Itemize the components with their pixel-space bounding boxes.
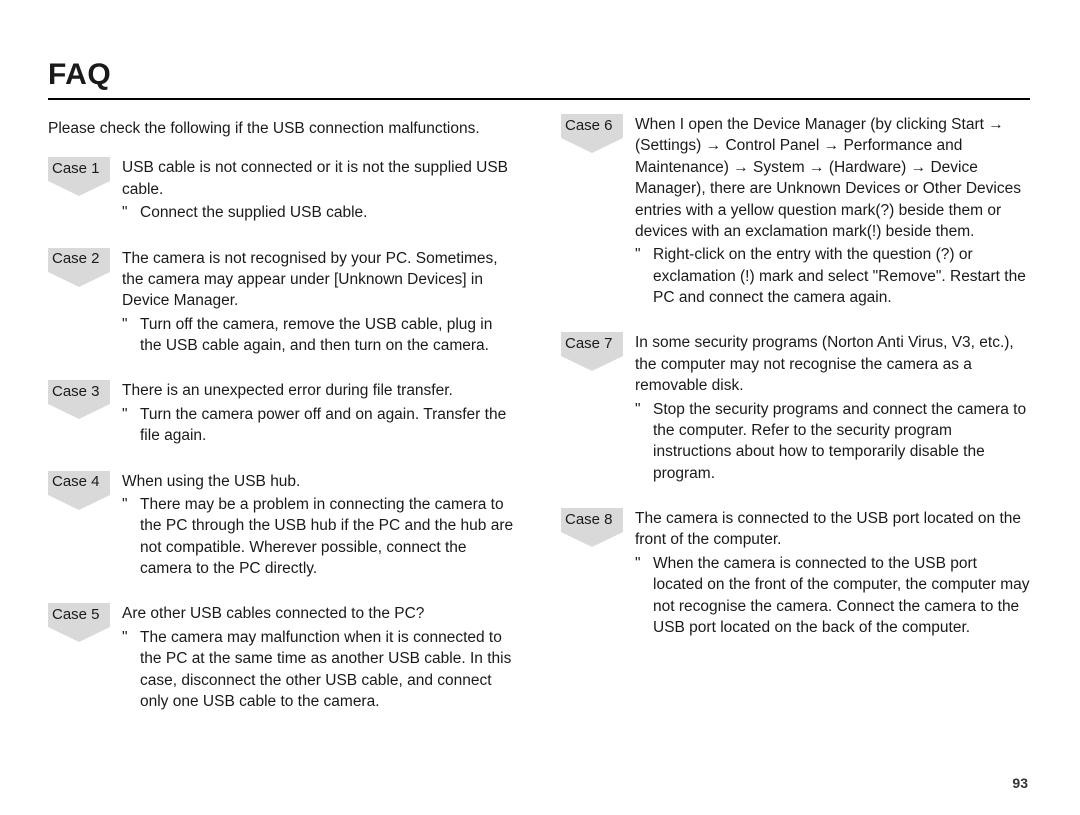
case-solution: " Connect the supplied USB cable. — [122, 202, 517, 223]
case-label: Case 5 — [48, 603, 110, 627]
case-label-wrap: Case 1 — [48, 157, 122, 223]
case-solution: " Turn off the camera, remove the USB ca… — [122, 314, 517, 357]
case-label-wrap: Case 7 — [561, 332, 635, 484]
case-block: Case 5 Are other USB cables connected to… — [48, 603, 517, 712]
case-block: Case 1 USB cable is not connected or it … — [48, 157, 517, 223]
case-block: Case 4 When using the USB hub. " There m… — [48, 471, 517, 580]
case-problem: When I open the Device Manager (by click… — [635, 114, 1030, 242]
solution-marker: " — [635, 553, 653, 639]
case-problem: The camera is connected to the USB port … — [635, 508, 1030, 551]
case-label-wrap: Case 5 — [48, 603, 122, 712]
case-block: Case 7 In some security programs (Norton… — [561, 332, 1030, 484]
solution-marker: " — [122, 314, 140, 357]
case-problem: When using the USB hub. — [122, 471, 517, 492]
case-label: Case 4 — [48, 471, 110, 495]
case-block: Case 6 When I open the Device Manager (b… — [561, 114, 1030, 308]
case-body: The camera is connected to the USB port … — [635, 508, 1030, 638]
case-label: Case 1 — [48, 157, 110, 181]
case-label: Case 8 — [561, 508, 623, 532]
case-body: Are other USB cables connected to the PC… — [122, 603, 517, 712]
case-block: Case 3 There is an unexpected error duri… — [48, 380, 517, 446]
solution-marker: " — [122, 202, 140, 223]
solution-text: There may be a problem in connecting the… — [140, 494, 517, 580]
solution-text: Right-click on the entry with the questi… — [653, 244, 1030, 308]
case-body: When I open the Device Manager (by click… — [635, 114, 1030, 308]
solution-text: When the camera is connected to the USB … — [653, 553, 1030, 639]
case-body: In some security programs (Norton Anti V… — [635, 332, 1030, 484]
case-block: Case 8 The camera is connected to the US… — [561, 508, 1030, 638]
page-title: FAQ — [48, 58, 1030, 92]
case-solution: " The camera may malfunction when it is … — [122, 627, 517, 713]
solution-marker: " — [122, 627, 140, 713]
case-label: Case 6 — [561, 114, 623, 138]
case-problem: The camera is not recognised by your PC.… — [122, 248, 517, 312]
case-problem: There is an unexpected error during file… — [122, 380, 517, 401]
columns: Please check the following if the USB co… — [48, 114, 1030, 736]
title-rule — [48, 98, 1030, 100]
intro-text: Please check the following if the USB co… — [48, 118, 517, 139]
case-solution: " There may be a problem in connecting t… — [122, 494, 517, 580]
solution-marker: " — [635, 399, 653, 485]
right-column: Case 6 When I open the Device Manager (b… — [561, 114, 1030, 736]
solution-text: Turn the camera power off and on again. … — [140, 404, 517, 447]
case-label: Case 2 — [48, 248, 110, 272]
case-label: Case 7 — [561, 332, 623, 356]
case-label-wrap: Case 8 — [561, 508, 635, 638]
case-body: When using the USB hub. " There may be a… — [122, 471, 517, 580]
case-body: The camera is not recognised by your PC.… — [122, 248, 517, 357]
case-body: There is an unexpected error during file… — [122, 380, 517, 446]
case-label-wrap: Case 3 — [48, 380, 122, 446]
page-number: 93 — [1012, 775, 1028, 791]
case-solution: " When the camera is connected to the US… — [635, 553, 1030, 639]
page: FAQ Please check the following if the US… — [0, 0, 1080, 815]
solution-marker: " — [122, 494, 140, 580]
case-block: Case 2 The camera is not recognised by y… — [48, 248, 517, 357]
solution-text: The camera may malfunction when it is co… — [140, 627, 517, 713]
case-label-wrap: Case 4 — [48, 471, 122, 580]
case-problem: USB cable is not connected or it is not … — [122, 157, 517, 200]
solution-text: Stop the security programs and connect t… — [653, 399, 1030, 485]
case-label-wrap: Case 2 — [48, 248, 122, 357]
case-body: USB cable is not connected or it is not … — [122, 157, 517, 223]
case-solution: " Turn the camera power off and on again… — [122, 404, 517, 447]
case-solution: " Right-click on the entry with the ques… — [635, 244, 1030, 308]
solution-marker: " — [122, 404, 140, 447]
solution-marker: " — [635, 244, 653, 308]
case-problem: In some security programs (Norton Anti V… — [635, 332, 1030, 396]
case-solution: " Stop the security programs and connect… — [635, 399, 1030, 485]
left-column: Please check the following if the USB co… — [48, 114, 517, 736]
solution-text: Turn off the camera, remove the USB cabl… — [140, 314, 517, 357]
solution-text: Connect the supplied USB cable. — [140, 202, 517, 223]
case-label: Case 3 — [48, 380, 110, 404]
case-label-wrap: Case 6 — [561, 114, 635, 308]
case-problem: Are other USB cables connected to the PC… — [122, 603, 517, 624]
